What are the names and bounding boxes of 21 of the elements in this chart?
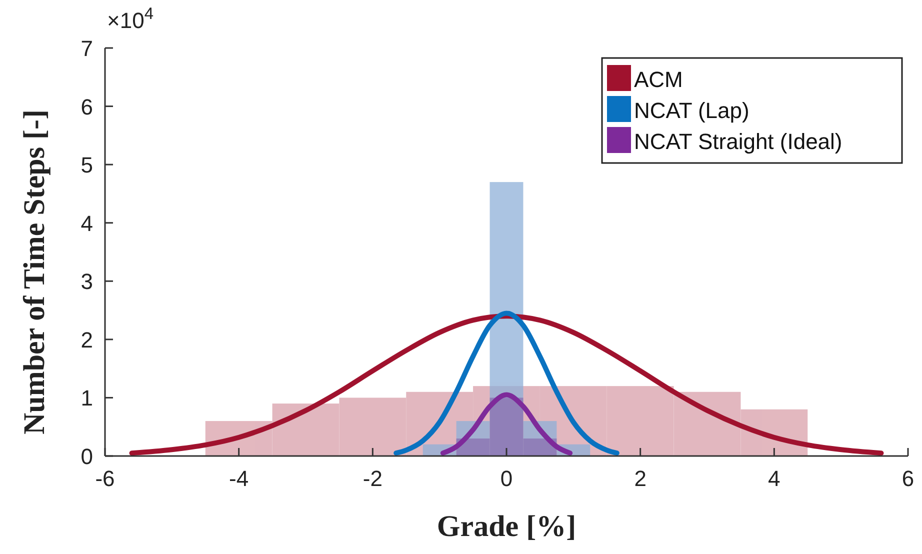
y-tick-label: 7 xyxy=(80,36,93,61)
x-tick-label: 2 xyxy=(634,466,646,491)
y-tick-label: 5 xyxy=(80,152,93,178)
y-tick-label: 3 xyxy=(80,269,93,294)
x-tick-label: -4 xyxy=(229,466,249,491)
x-tick-label: 4 xyxy=(768,466,780,491)
x-tick-label: -2 xyxy=(362,466,382,491)
legend-label: NCAT (Lap) xyxy=(634,98,750,123)
text: ×10$^{4}$ xyxy=(107,5,154,33)
legend-label: NCAT Straight (Ideal) xyxy=(634,129,842,154)
y-axis-title: Number of Time Steps [-] xyxy=(18,110,51,434)
y-tick-label: 0 xyxy=(80,444,93,469)
x-tick-label: 6 xyxy=(902,466,914,491)
legend-label: ACM xyxy=(634,67,683,92)
x-tick-label: 0 xyxy=(500,466,513,491)
y-tick-label: 6 xyxy=(80,94,93,120)
x-tick-label: -6 xyxy=(95,466,115,491)
x-axis-title: Grade [%] xyxy=(436,510,576,543)
y-tick-label: 2 xyxy=(80,327,93,352)
y-tick-label: 4 xyxy=(80,210,93,236)
y-tick-label: 1 xyxy=(80,386,93,411)
